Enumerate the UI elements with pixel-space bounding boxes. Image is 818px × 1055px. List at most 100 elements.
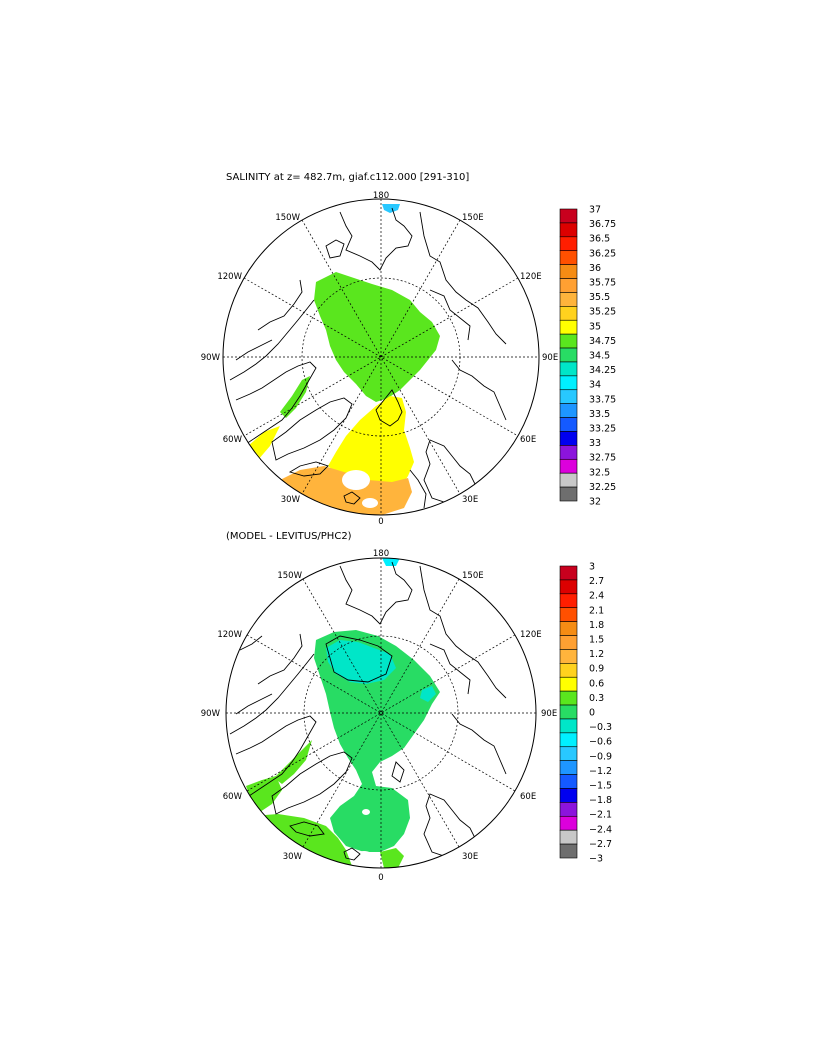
top-colorbar-label: 36.25 [589,248,616,259]
bottom-graticule [226,558,536,868]
bottom-colorbar-label: 1.5 [589,635,604,646]
top-fill-34.75 [314,272,440,402]
top-colorbar-swatch [559,347,578,363]
top-colorbar-label: 35.5 [589,292,610,303]
top-colorbar-swatch [559,250,578,265]
lon-label: 30W [283,852,303,862]
top-colorbar-label: 32 [589,497,601,508]
bottom-colorbar-label: 2.1 [589,605,604,616]
bottom-colorbar-swatch [559,815,578,831]
lon-label: 90W [201,353,221,363]
lon-label: 60W [223,792,243,802]
bottom-colorbar-label: −2.1 [589,810,612,821]
bottom-colorbar-label: 2.7 [589,576,604,587]
top-colorbar-swatch [559,389,578,404]
top-colorbar-label: 35 [589,321,601,332]
top-fill-35 [328,396,414,488]
top-map-boundary [222,198,540,516]
top-colorbar-swatch [559,445,578,460]
bottom-colorbar-swatch [559,690,578,706]
bottom-colorbar-swatch [559,593,578,609]
lon-label: 120E [520,630,542,640]
top-colorbar-label: 33 [589,438,601,449]
top-colorbar-label: 33.25 [589,424,616,435]
top-colorbar-swatch [559,417,578,432]
top-colorbar: 37 36.75 36.5 36.25 36 35.75 35.5 35.25 35 34.75 3… [559,205,616,508]
bottom-colorbar-swatch [559,663,578,678]
bottom-colorbar-swatch [559,746,578,761]
bottom-colorbar-swatch [559,802,578,817]
bottom-colorbar-label: 0.9 [589,664,604,675]
bottom-colorbar-label: 1.8 [589,620,604,631]
lon-label: 150W [275,213,300,223]
bottom-colorbar-swatch [559,843,578,859]
top-colorbar-swatch [559,306,578,321]
lon-label: 90W [201,709,221,719]
bottom-longitude-labels: 180 150E 120E 90E 60E 30E 0 30W 60W 90W … [201,549,557,883]
bottom-colorbar-swatch [559,718,578,734]
top-colorbar-label: 32.25 [589,482,616,493]
bottom-colorbar-label: −3 [589,854,603,865]
bottom-colorbar-label: 2.4 [589,591,604,602]
lon-label: 120E [520,272,542,282]
lon-label: 180 [373,191,389,201]
bottom-colorbar-swatch [559,732,578,748]
bottom-fill-neg0.3 [326,640,396,684]
top-colorbar-label: 37 [589,205,601,216]
bottom-colorbar-swatch [559,649,578,664]
bottom-panel-title: (MODEL - LEVITUS/PHC2) [226,531,352,542]
bottom-colorbar-label: 3 [589,562,595,573]
bottom-colorbar-label: 1.2 [589,649,604,660]
top-colorbar-swatch [559,333,578,349]
top-colorbar-swatch [559,458,578,474]
lon-label: 90E [541,709,557,719]
top-colorbar-swatch [559,222,578,238]
bottom-colorbar-label: −2.7 [589,839,612,850]
top-colorbar-label: 34 [589,380,601,391]
top-colorbar-label: 34.25 [589,365,616,376]
bottom-colorbar-swatch [559,635,578,650]
lon-label: 180 [373,549,389,559]
bottom-colorbar-swatch [559,760,578,775]
top-colorbar-label: 32.5 [589,467,610,478]
top-colorbar-label: 35.25 [589,307,616,318]
top-fill-35-west [248,426,280,460]
bottom-colorbar-label: 0.6 [589,678,604,689]
top-colorbar-swatch [559,292,578,307]
lon-label: 30W [281,495,301,505]
bottom-colorbar-label: 0.3 [589,693,604,704]
top-colorbar-swatch [559,403,578,418]
lon-label: 0 [378,517,383,527]
top-colorbar-swatch [559,472,578,488]
lon-label: 120W [217,272,242,282]
bottom-colorbar-label: −0.9 [589,751,612,762]
lon-label: 150W [277,571,302,581]
top-salinity-fill [248,204,440,515]
top-colorbar-swatch [559,208,578,224]
top-colorbar-label: 36.5 [589,234,610,245]
top-fill-baffin [280,376,310,418]
top-polar-map: 180 150E 120E 90E 60E 30E 0 30W 60W 90W … [201,191,616,527]
top-colorbar-swatch [559,319,578,335]
lon-label: 90E [542,353,558,363]
top-panel-title: SALINITY at z= 482.7m, giaf.c112.000 [29… [226,172,470,183]
bottom-colorbar-swatch [559,704,578,720]
bottom-fill-baffin [274,740,312,784]
top-colorbar-label: 33.75 [589,394,616,405]
bottom-colorbar-swatch [559,607,578,622]
top-colorbar-swatch [559,236,578,252]
bottom-polar-map: 180 150E 120E 90E 60E 30E 0 30W 60W 90W … [201,549,612,883]
top-colorbar-label: 34.75 [589,336,616,347]
bottom-colorbar-label: −2.4 [589,824,612,835]
top-colorbar-label: 33.5 [589,409,610,420]
lon-label: 30E [462,495,478,505]
lon-label: 120W [217,630,242,640]
lon-label: 60E [520,435,536,445]
top-colorbar-swatch [559,431,578,446]
bottom-map-boundary [225,557,537,869]
top-longitude-labels: 180 150E 120E 90E 60E 30E 0 30W 60W 90W … [201,191,558,527]
lon-label: 0 [378,873,383,883]
lon-label: 30E [462,852,478,862]
top-colorbar-swatch [559,278,578,293]
